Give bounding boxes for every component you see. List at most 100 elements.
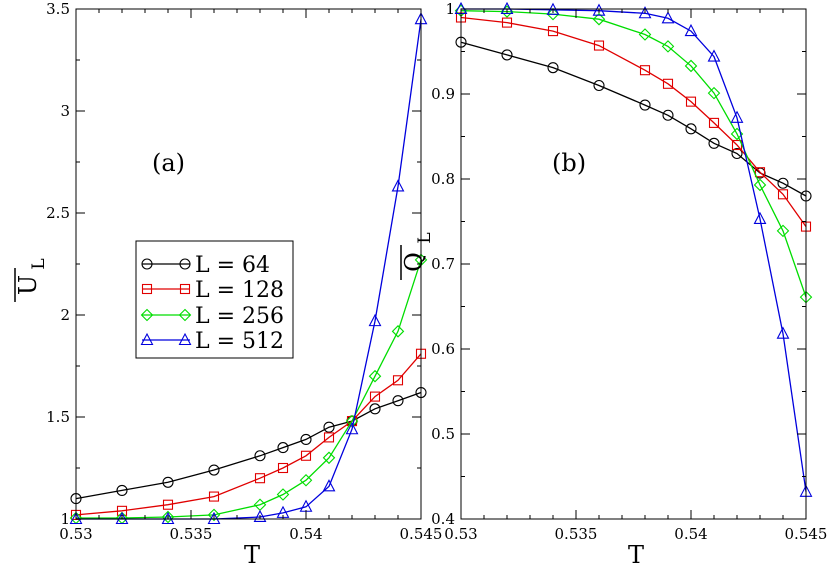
panel-b-series-line-l256 [460, 10, 807, 298]
panel-b-xtick-label: 0.535 [555, 525, 598, 543]
panel-b-label: (b) [552, 149, 586, 177]
panel-a-ylabel-sub: L [29, 258, 49, 269]
panel-b-ylabel-main: Q [400, 252, 428, 272]
panel-b-point-l512 [776, 326, 790, 339]
panel-b-point-l256 [546, 7, 560, 21]
panel-b-frame [460, 8, 807, 520]
panel-a-point-l256 [207, 508, 221, 522]
panel-a-series-layer [69, 12, 428, 525]
legend-marker [178, 308, 192, 322]
panel-b-point-l256 [638, 28, 652, 41]
panel-b-point-l128 [593, 40, 605, 51]
panel-b-point-l64 [685, 123, 697, 135]
panel-b-point-l128 [501, 17, 513, 28]
panel-a-point-l256 [299, 473, 313, 487]
panel-b-point-l64 [777, 177, 789, 189]
panel-b-point-l64 [547, 62, 559, 74]
panel-a-point-l64 [208, 464, 220, 476]
panel-b-point-l512 [661, 11, 675, 24]
panel-a-ytick-label: 2 [60, 306, 70, 324]
legend-marker [140, 308, 154, 322]
panel-a-point-l512 [391, 179, 405, 192]
panel-a-point-l128 [369, 391, 381, 402]
legend-marker [141, 258, 153, 270]
panel-a-point-l64 [392, 395, 404, 407]
legend-marker [141, 283, 153, 295]
panel-b-ytick-label: 0.5 [431, 425, 455, 443]
panel-a-ytick-label: 2.5 [46, 204, 70, 222]
panel-b-ytick-label: 1 [445, 0, 455, 18]
panel-a-point-l256 [276, 488, 290, 501]
panel-b-point-l128 [639, 65, 651, 76]
legend-label-l512: L = 512 [195, 329, 284, 354]
panel-a-point-l128 [300, 450, 312, 461]
panel-a-point-l128 [162, 499, 174, 510]
panel-b-point-l256 [684, 59, 698, 73]
panel-a-ylabel: U L [14, 258, 49, 302]
panel-a-xlabel: T [244, 541, 260, 569]
panel-b-point-l512 [500, 1, 514, 15]
panel-b-point-l256 [753, 178, 767, 192]
legend-label-l256: L = 256 [195, 304, 284, 329]
panel-b-point-l64 [731, 147, 743, 160]
panel-a-point-l512 [345, 422, 359, 435]
panel-a-point-l64 [323, 421, 335, 433]
panel-a-ylabel-main: U [14, 275, 42, 295]
panel-a-point-l512 [368, 313, 382, 327]
legend: L = 64 L = 128 L = 256 L = 512 [135, 240, 294, 359]
panel-b-ytick-label: 0.9 [431, 85, 455, 103]
panel-b-ylabel-sub: L [415, 232, 435, 243]
panel-b-ticks-layer: 0.53 0.535 0.54 0.545 0.4 0.5 0.6 0.7 0.8 0.9 1 [431, 0, 827, 543]
panel-a-frame [75, 8, 422, 520]
panel-b-point-l512 [638, 6, 652, 19]
legend-entry-l128: L = 128 [141, 278, 284, 303]
legend-marker [140, 332, 154, 346]
panel-b-point-l512 [707, 49, 721, 62]
panel-b-point-l512 [753, 211, 767, 224]
panel-a-point-l256 [161, 510, 175, 524]
legend-marker [178, 332, 192, 346]
panel-b-ytick-label: 0.7 [431, 255, 455, 273]
panel-b-xtick-label: 0.545 [785, 525, 828, 543]
panel-b-point-l64 [593, 79, 605, 92]
panel-b-series-line-l128 [460, 16, 807, 227]
panel-b-xtick-label: 0.53 [444, 525, 477, 543]
panel-a: 0.53 0.535 0.54 0.545 1 1.5 2 2.5 3 3.5 (a) T U L… [14, 0, 442, 569]
panel-b-point-l512 [730, 110, 744, 123]
panel-b-point-l128 [754, 167, 766, 178]
panel-b-point-l512 [592, 3, 606, 16]
panel-a-point-l64 [277, 442, 289, 454]
legend-box [135, 240, 294, 359]
panel-a-point-l256 [391, 325, 405, 338]
panel-a-series-line-l64 [75, 391, 422, 500]
legend-entry-l64: L = 64 [141, 253, 270, 278]
panel-a-ytick-label: 3.5 [46, 0, 70, 18]
panel-a-ytick-label: 3 [60, 102, 70, 120]
panel-a-point-l64 [162, 476, 174, 488]
panel-a-point-l256 [322, 451, 336, 465]
panel-b-xtick-label: 0.54 [674, 525, 707, 543]
panel-b-point-l256 [661, 40, 675, 53]
panel-b-point-l64 [662, 109, 674, 121]
legend-label-l64: L = 64 [195, 253, 270, 278]
panel-a-point-l512 [161, 511, 175, 525]
panel-a-point-l64 [369, 403, 381, 415]
panel-b-point-l64 [639, 99, 651, 111]
panel-a-point-l128 [254, 473, 266, 484]
panel-b-point-l128 [777, 189, 789, 200]
panel-a-point-l256 [368, 369, 382, 383]
panel-a-point-l128 [277, 462, 289, 474]
panel-a-series-line-l256 [76, 259, 422, 519]
panel-b-point-l64 [501, 49, 513, 61]
panel-b-ytick-label: 0.6 [431, 340, 455, 358]
panel-a-ytick-label: 1.5 [46, 408, 70, 426]
panel-a-point-l128 [346, 416, 358, 427]
panel-a-xtick-label: 0.54 [289, 525, 322, 543]
panel-a-point-l512 [115, 511, 129, 525]
panel-b-point-l128 [662, 78, 674, 89]
panel-b-ytick-label: 0.8 [431, 170, 455, 188]
panel-a-xtick-label: 0.545 [400, 525, 443, 543]
panel-a-label: (a) [152, 149, 185, 177]
legend-marker [179, 258, 191, 270]
